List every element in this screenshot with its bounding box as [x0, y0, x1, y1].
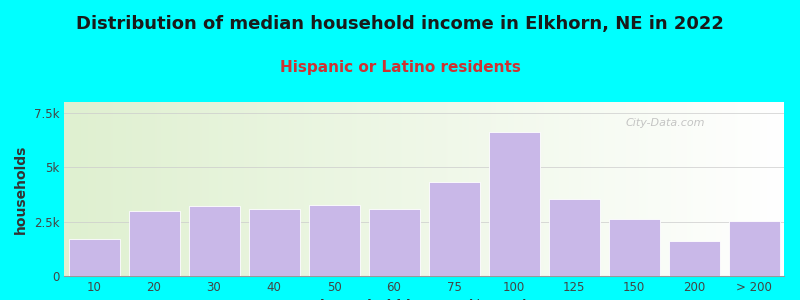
Text: Distribution of median household income in Elkhorn, NE in 2022: Distribution of median household income … — [76, 15, 724, 33]
Bar — [489, 133, 539, 276]
Y-axis label: households: households — [14, 144, 28, 234]
Text: Hispanic or Latino residents: Hispanic or Latino residents — [279, 60, 521, 75]
Bar — [69, 239, 119, 276]
Bar — [129, 211, 179, 276]
Bar — [549, 199, 599, 276]
X-axis label: household income ($1000): household income ($1000) — [320, 299, 528, 300]
Bar — [369, 208, 419, 276]
Bar — [309, 205, 359, 276]
Bar — [729, 220, 779, 276]
Bar — [429, 182, 479, 276]
Bar — [189, 206, 239, 276]
Text: City-Data.com: City-Data.com — [626, 118, 705, 128]
Bar — [609, 220, 659, 276]
Bar — [249, 208, 299, 276]
Bar — [669, 241, 719, 276]
